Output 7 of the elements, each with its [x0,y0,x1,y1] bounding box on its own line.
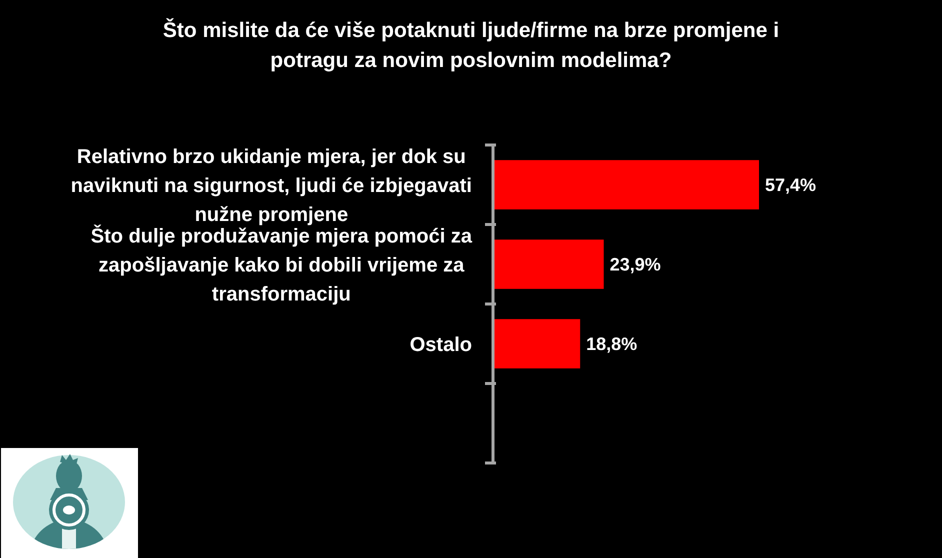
data-label: 57,4% [765,175,816,196]
data-label: 18,8% [586,334,638,354]
y-tick-label: Ostalo [410,334,472,356]
chart-title: Što mislite da će više potaknuti ljude/firme na brze promjene i potragu za novim poslovnim modelima? [162,18,780,72]
y-tick-label: Relativno brzo ukidanje mjera, jer dok su naviknuti na sigurnost, ljudi će izbjegavati nužne promjene [70,146,472,226]
y-tick-label: Što dulje produžavanje mjera pomoći za zapošljavanje kako bi dobili vrijeme za transformaciju [90,224,473,306]
data-label: 23,9% [610,254,661,275]
